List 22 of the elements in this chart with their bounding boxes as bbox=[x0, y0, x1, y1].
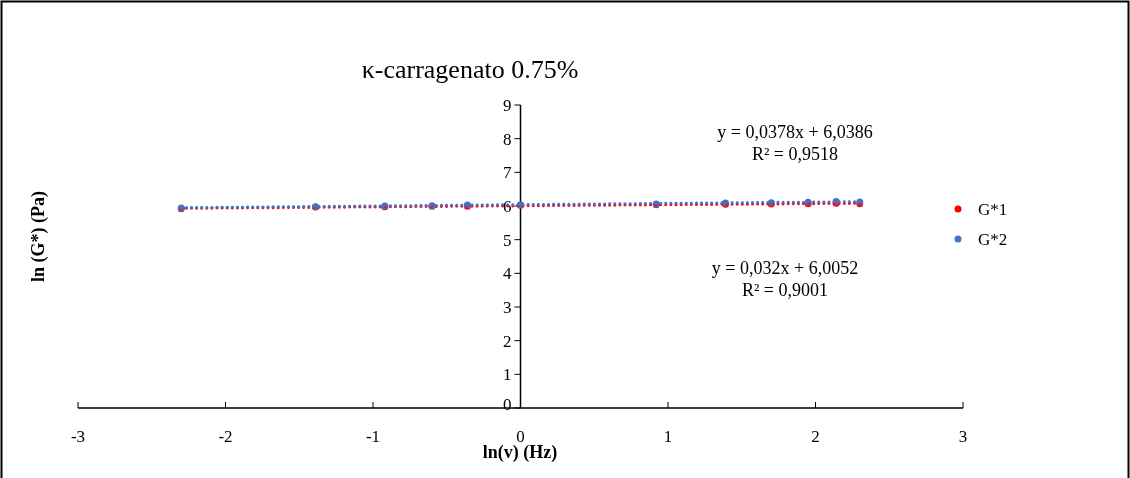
x-tick-label: -3 bbox=[70, 427, 86, 446]
y-axis-title: ln (G*) (Pa) bbox=[28, 191, 49, 282]
x-tick-label: 1 bbox=[663, 427, 673, 446]
x-tick-label: -2 bbox=[218, 427, 233, 446]
chart-title: κ-carragenato 0.75% bbox=[361, 55, 579, 84]
x-tick-label: 2 bbox=[811, 427, 820, 446]
annotation: y = 0,0378x + 6,0386 bbox=[717, 122, 873, 142]
y-tick-label: 8 bbox=[503, 129, 512, 149]
y-tick-label: 4 bbox=[503, 264, 512, 284]
annotation: y = 0,032x + 6,0052 bbox=[711, 258, 859, 278]
x-tick-label: -1 bbox=[365, 427, 381, 446]
y-tick-label: 3 bbox=[503, 298, 512, 317]
annotation: R² = 0,9001 bbox=[741, 280, 829, 300]
y-tick-label: 2 bbox=[503, 331, 512, 351]
y-tick-label: 9 bbox=[503, 96, 512, 115]
legend-label: G*1 bbox=[978, 200, 1008, 219]
x-tick-label: 3 bbox=[958, 427, 968, 446]
legend-label: G*2 bbox=[978, 230, 1008, 249]
annotation: R² = 0,9518 bbox=[751, 144, 839, 164]
y-tick-label: 7 bbox=[503, 163, 512, 183]
y-tick-label: 5 bbox=[503, 230, 512, 250]
y-tick-label: 1 bbox=[503, 365, 512, 385]
